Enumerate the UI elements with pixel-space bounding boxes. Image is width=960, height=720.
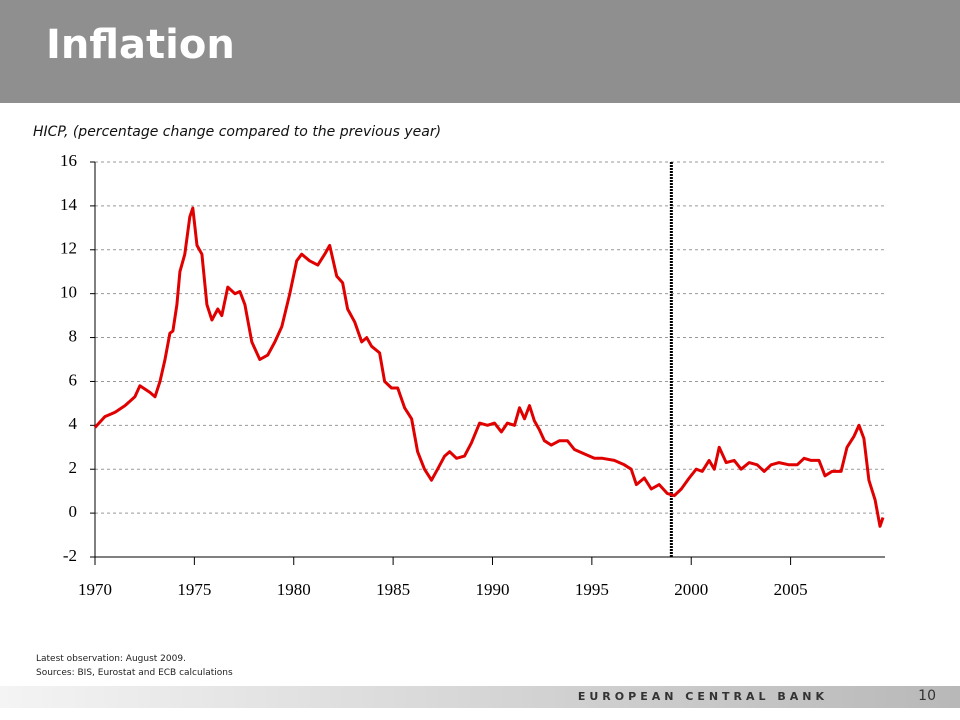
chart-subtitle: HICP, (percentage change compared to the… bbox=[33, 124, 442, 140]
x-tick-label: 1980 bbox=[277, 580, 311, 599]
note: Latest observation: August 2009. bbox=[36, 654, 186, 664]
header-bar bbox=[0, 0, 960, 103]
data-line bbox=[93, 206, 885, 528]
x-tick-label: 1975 bbox=[177, 580, 211, 599]
y-tick-label: 4 bbox=[69, 414, 78, 433]
x-tick-label: 1995 bbox=[575, 580, 609, 599]
y-tick-label: 6 bbox=[69, 370, 78, 389]
x-tick-label: 1985 bbox=[376, 580, 410, 599]
y-tick-label: 12 bbox=[60, 239, 77, 258]
y-tick-label: 8 bbox=[69, 326, 78, 345]
footer-brand: EUROPEAN CENTRAL BANK bbox=[577, 690, 828, 703]
y-tick-label: -2 bbox=[63, 546, 77, 565]
source: Sources: BIS, Eurostat and ECB calculati… bbox=[36, 668, 233, 678]
chart: -2 0 2 4 6 8 10 12 14 16 1970 1975 1980 1985 1990 1995 2… bbox=[60, 151, 885, 599]
y-tick-label: 14 bbox=[60, 195, 78, 214]
x-tick-label: 2005 bbox=[774, 580, 808, 599]
x-tick-label: 1990 bbox=[475, 580, 509, 599]
x-tick-label: 2000 bbox=[674, 580, 708, 599]
page-number: 10 bbox=[918, 688, 936, 704]
slide-title: Inflation bbox=[46, 22, 235, 68]
y-tick-label: 2 bbox=[69, 458, 78, 477]
x-tick-label: 1970 bbox=[78, 580, 112, 599]
footer-bar: EUROPEAN CENTRAL BANK 10 bbox=[0, 686, 960, 708]
y-tick-label: 16 bbox=[60, 151, 77, 170]
y-tick-label: 10 bbox=[60, 283, 77, 302]
y-tick-label: 0 bbox=[69, 502, 78, 521]
